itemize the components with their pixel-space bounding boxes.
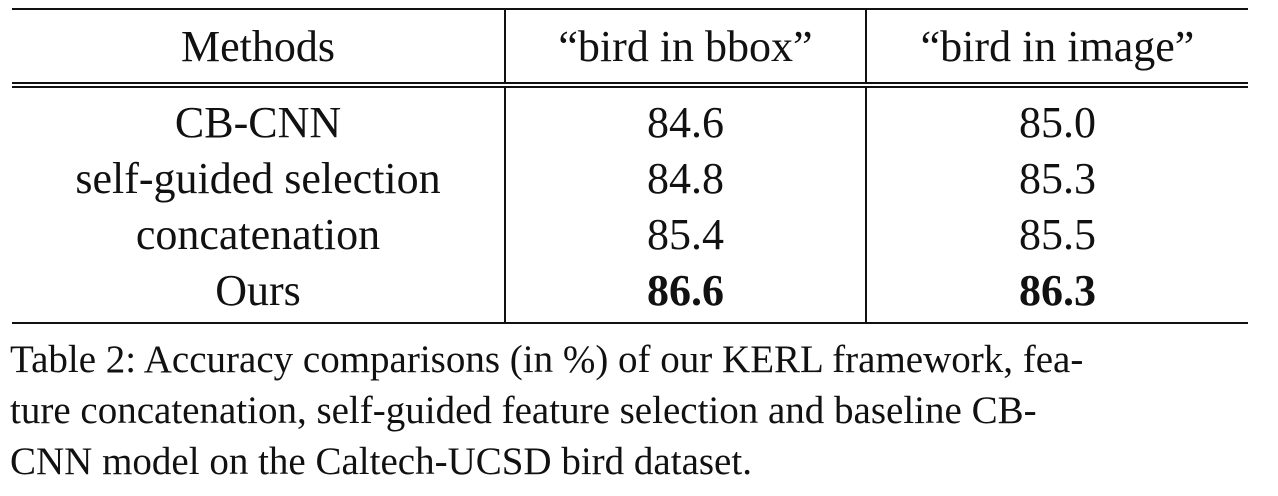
image-cell: 85.3 — [865, 150, 1248, 206]
caption-line: ture concatenation, self-guided feature … — [10, 389, 1037, 432]
image-cell-best: 86.3 — [865, 262, 1248, 324]
caption-line: Table 2: Accuracy comparisons (in %) of … — [10, 338, 1084, 381]
results-table-container: Methods “bird in bbox” “bird in image” C… — [12, 8, 1248, 324]
method-cell: self-guided selection — [75, 153, 441, 203]
caption-line: CNN model on the Caltech-UCSD bird datas… — [10, 440, 752, 483]
table-row: self-guided selection 84.8 85.3 — [12, 150, 1248, 206]
bbox-cell: 84.8 — [504, 150, 866, 206]
method-cell: Ours — [12, 262, 505, 324]
header-bird-in-image: “bird in image” — [865, 8, 1248, 88]
image-cell: 85.5 — [865, 206, 1248, 262]
method-cell: concatenation — [135, 209, 381, 259]
table-row: CB-CNN 84.6 85.0 — [12, 85, 1248, 150]
header-bird-in-bbox: “bird in bbox” — [504, 8, 866, 88]
bbox-cell-best: 86.6 — [504, 262, 866, 324]
table-row: Ours 86.6 86.3 — [12, 262, 1248, 324]
bbox-cell: 85.4 — [504, 206, 866, 262]
results-table: Methods “bird in bbox” “bird in image” C… — [12, 8, 1248, 324]
image-cell: 85.0 — [865, 85, 1248, 150]
header-methods: Methods — [12, 8, 505, 88]
table-caption: Table 2: Accuracy comparisons (in %) of … — [10, 334, 1268, 487]
method-cell: CB-CNN — [174, 97, 342, 147]
bbox-cell: 84.6 — [504, 85, 866, 150]
table-row: concatenation 85.4 85.5 — [12, 206, 1248, 262]
table-header-row: Methods “bird in bbox” “bird in image” — [12, 8, 1248, 88]
